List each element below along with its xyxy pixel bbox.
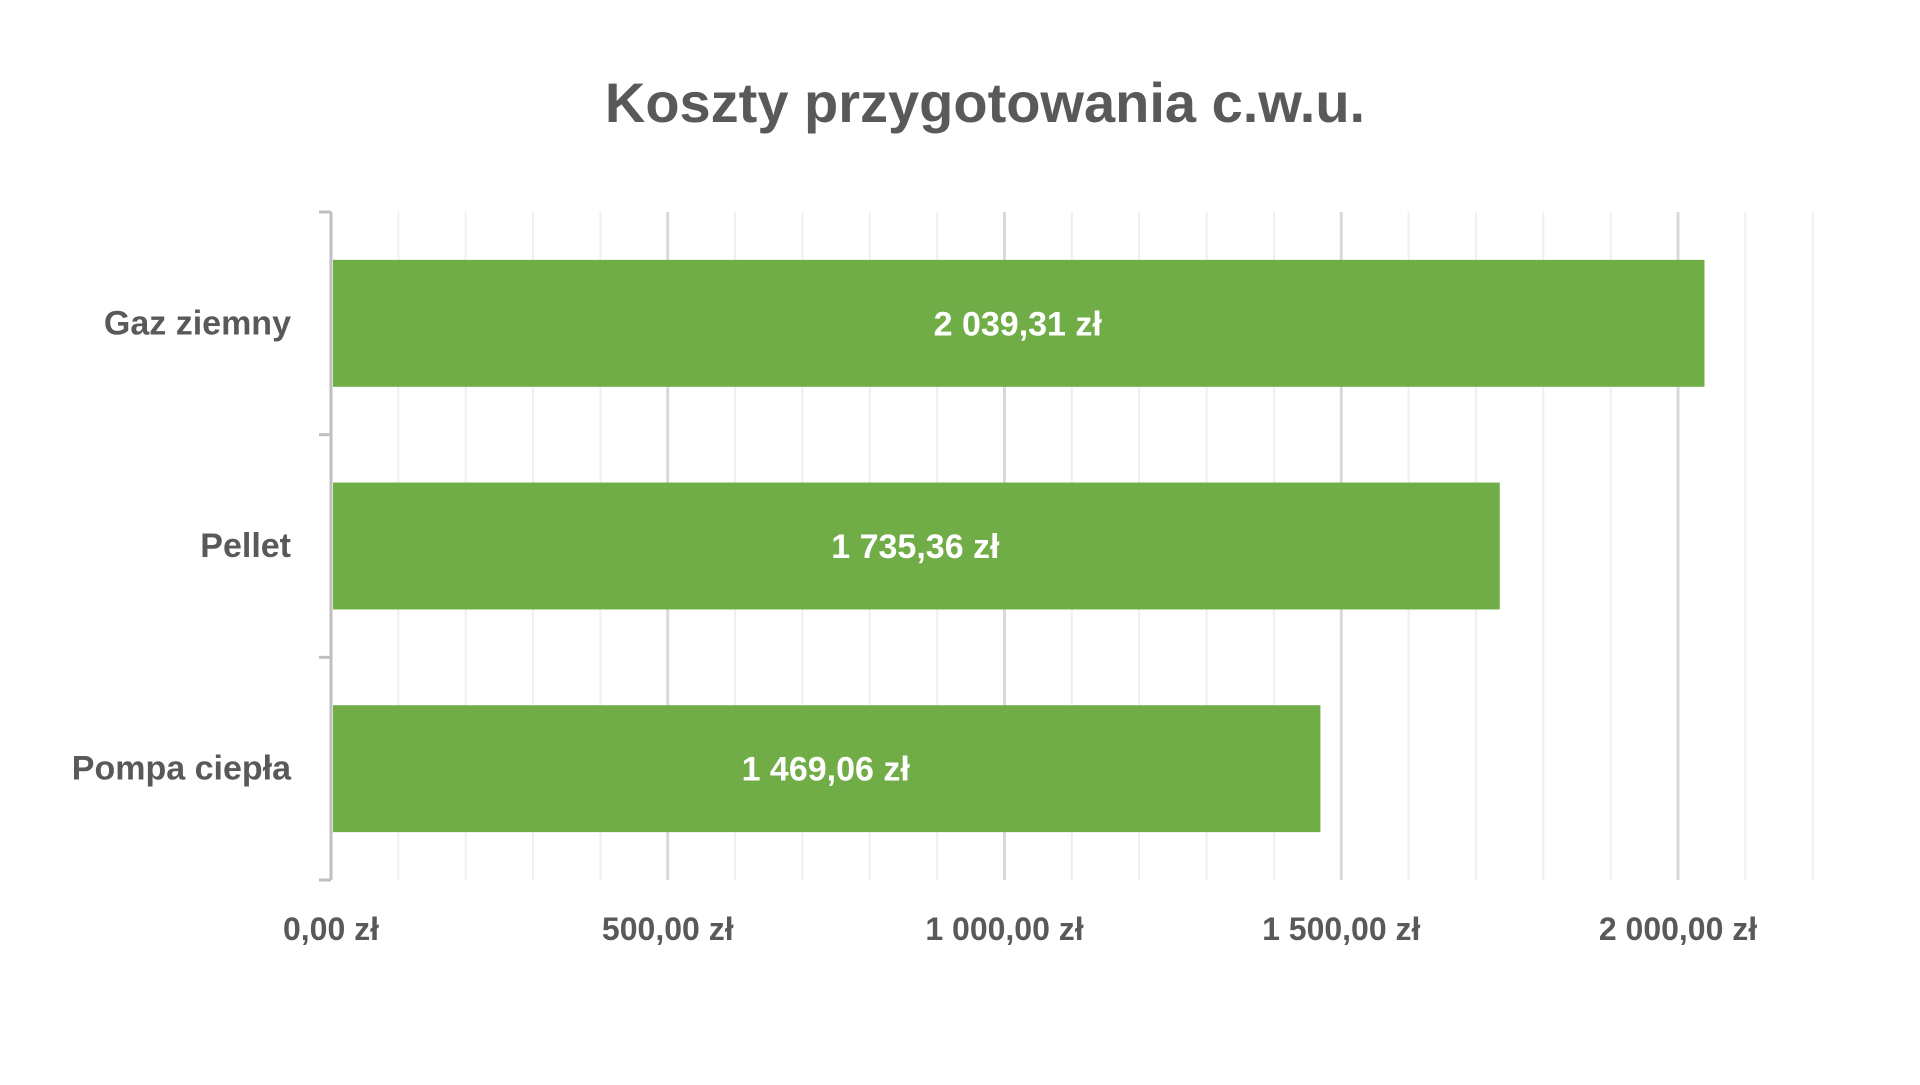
data-labels: 2 039,31 zł 1 735,36 zł 1 469,06 zł xyxy=(742,305,1103,788)
data-label: 2 039,31 zł xyxy=(934,305,1103,343)
x-tick-labels: 0,00 zł 500,00 zł 1 000,00 zł 1 500,00 zł 2 … xyxy=(283,911,1757,947)
category-label: Pellet xyxy=(200,527,291,565)
data-label: 1 469,06 zł xyxy=(742,751,911,789)
category-label: Gaz ziemny xyxy=(104,304,291,342)
x-tick-label: 2 000,00 zł xyxy=(1599,911,1757,947)
x-tick-label: 500,00 zł xyxy=(602,911,734,947)
x-tick-label: 0,00 zł xyxy=(283,911,379,947)
category-axis xyxy=(319,210,333,882)
bars xyxy=(333,259,1705,833)
data-label: 1 735,36 zł xyxy=(831,528,1000,566)
x-tick-label: 1 500,00 zł xyxy=(1262,911,1420,947)
bar xyxy=(333,705,1321,833)
category-label: Pompa ciepła xyxy=(72,750,292,788)
chart-title: Koszty przygotowania c.w.u. xyxy=(605,71,1365,134)
bar xyxy=(333,482,1500,610)
bar xyxy=(333,259,1705,387)
x-tick-label: 1 000,00 zł xyxy=(925,911,1083,947)
category-labels: Gaz ziemny Pellet Pompa ciepła xyxy=(72,304,292,787)
